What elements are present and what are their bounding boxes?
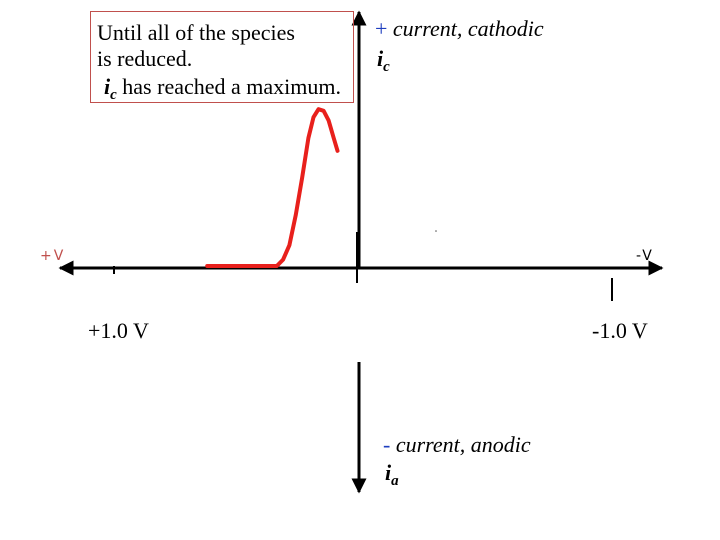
positive-potential-label: +V [40,248,66,264]
cathodic-sign: + [375,16,388,41]
cathodic-current-symbol: ic [377,46,390,75]
anodic-current-label: - current, anodic [383,434,531,456]
anodic-sign: - [383,432,391,457]
cathodic-text: current, cathodic [387,16,544,41]
callout-line-2: is reduced. [97,46,193,71]
anodic-text: current, anodic [390,432,531,457]
anodic-current-symbol: ia [385,460,399,489]
callout-current-symbol: i [104,74,111,99]
negative-potential-label: -V [636,248,654,264]
minus-one-volt-label: -1.0 V [592,318,648,343]
current-curve [205,107,340,268]
callout-line-3-text: has reached a maximum. [116,74,341,99]
plus-one-volt-label: +1.0 V [88,318,149,343]
cathodic-current-label: + current, cathodic [375,18,544,40]
callout-box: Until all of the species is reduced. ic … [90,11,354,103]
callout-current-subscript: c [110,87,117,103]
callout-line-3: ic has reached a maximum. [104,74,341,108]
callout-line-1: Until all of the species [97,20,295,45]
dot-mark [435,230,437,232]
